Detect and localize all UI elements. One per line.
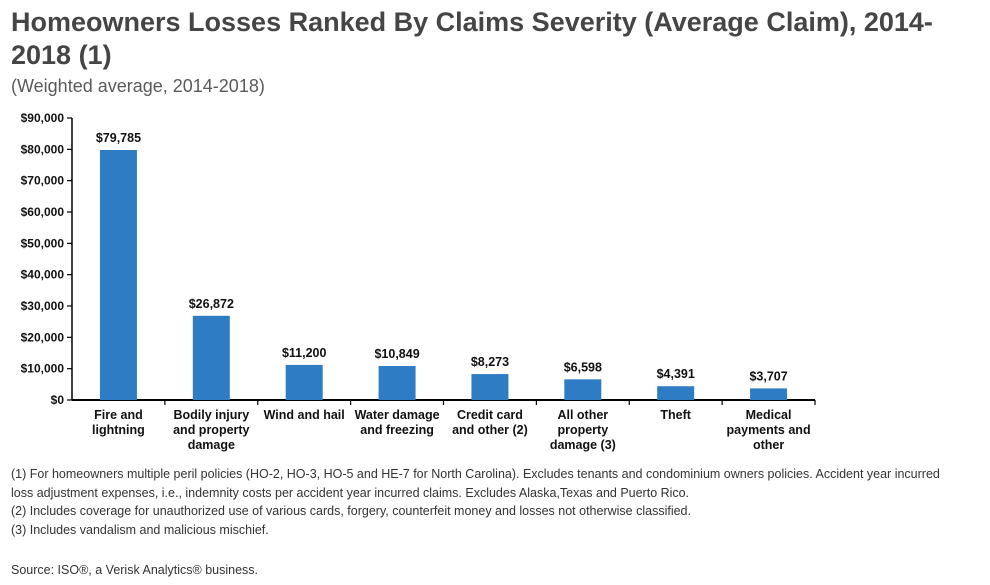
data-label: $8,273 bbox=[471, 355, 509, 369]
bar bbox=[657, 386, 695, 400]
footnote-1-continued: loss adjustment expenses, i.e., indemnit… bbox=[11, 485, 690, 500]
data-label: $6,598 bbox=[564, 360, 602, 374]
bar bbox=[192, 315, 230, 400]
x-tick-label: Theft bbox=[660, 408, 691, 422]
y-tick-label: $90,000 bbox=[21, 111, 65, 125]
y-tick-label: $50,000 bbox=[21, 236, 65, 250]
bar bbox=[750, 388, 788, 400]
x-tick-label: Fire and lightning bbox=[92, 408, 145, 437]
source-note: Source: ISO®, a Verisk Analytics® busine… bbox=[11, 563, 258, 577]
chart-subtitle: (Weighted average, 2014-2018) bbox=[11, 76, 265, 96]
data-label: $79,785 bbox=[96, 131, 141, 145]
y-tick-label: $70,000 bbox=[21, 174, 65, 188]
x-tick-label: Medical payments and other bbox=[727, 408, 811, 452]
bar bbox=[99, 150, 137, 400]
bar bbox=[285, 364, 323, 400]
data-label: $3,707 bbox=[749, 369, 787, 383]
data-label: $11,200 bbox=[282, 346, 327, 360]
y-tick-label: $60,000 bbox=[21, 205, 65, 219]
x-tick-label: Credit card and other (2) bbox=[452, 408, 528, 437]
y-tick-label: $0 bbox=[51, 393, 65, 407]
y-tick-label: $20,000 bbox=[21, 330, 65, 344]
x-tick-label: Wind and hail bbox=[264, 408, 345, 422]
x-tick-label: Water damage and freezing bbox=[355, 408, 440, 437]
footnote-1: (1) For homeowners multiple peril polici… bbox=[11, 467, 940, 481]
y-tick-label: $80,000 bbox=[21, 142, 65, 156]
data-label: $4,391 bbox=[657, 367, 695, 381]
x-tick-label: Bodily injury and property damage bbox=[173, 408, 249, 452]
bar-chart: $0 $10,000 $20,000 $30,000 $40,000 $50,000 $60… bbox=[21, 111, 816, 452]
footnotes: (1) For homeowners multiple peril polici… bbox=[11, 465, 990, 539]
y-tick-label: $40,000 bbox=[21, 268, 65, 282]
x-tick-label: All other property damage (3) bbox=[550, 408, 616, 452]
footnote-3: (3) Includes vandalism and malicious mis… bbox=[11, 522, 269, 537]
chart-title: Homeowners Losses Ranked By Claims Sever… bbox=[11, 7, 933, 70]
footnote-2: (2) Includes coverage for unauthorized u… bbox=[11, 504, 691, 518]
bar bbox=[564, 379, 602, 400]
bar bbox=[378, 366, 416, 400]
data-label: $10,849 bbox=[374, 347, 419, 361]
bar bbox=[471, 374, 509, 400]
y-tick-label: $10,000 bbox=[21, 362, 65, 376]
y-tick-label: $30,000 bbox=[21, 299, 65, 313]
data-label: $26,872 bbox=[189, 297, 234, 311]
